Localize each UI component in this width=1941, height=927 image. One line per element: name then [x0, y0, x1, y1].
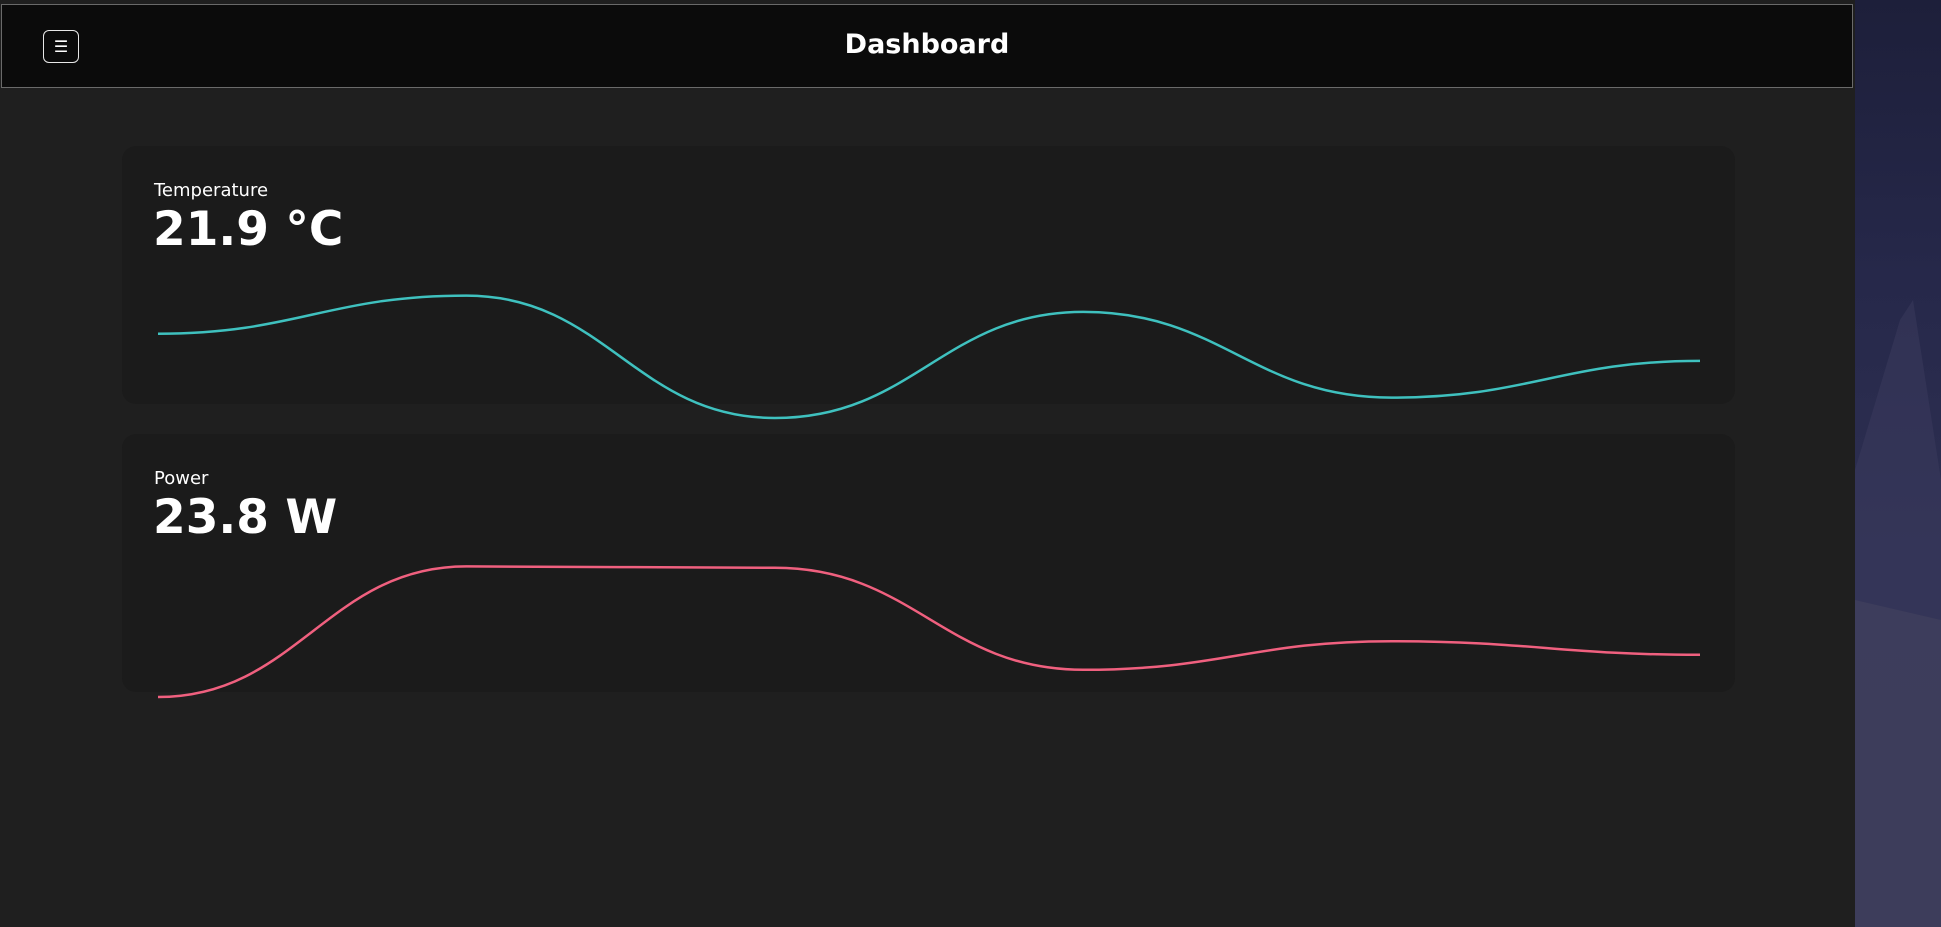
header-bar: ☰ Dashboard — [1, 4, 1853, 88]
power-label: Power — [154, 468, 209, 489]
desktop-background — [1855, 0, 1941, 927]
desktop-wallpaper-shape — [1855, 300, 1941, 927]
menu-button[interactable]: ☰ — [43, 30, 79, 63]
dashboard-app: ☰ Dashboard Temperature 21.9 °C Power 23… — [1, 4, 1853, 699]
temperature-label: Temperature — [154, 180, 269, 201]
temperature-value: 21.9 °C — [153, 202, 344, 257]
temperature-card: Temperature 21.9 °C — [122, 146, 1735, 404]
power-value: 23.8 W — [153, 490, 338, 545]
power-card: Power 23.8 W — [122, 434, 1735, 692]
page-title: Dashboard — [844, 29, 1010, 60]
hamburger-menu-icon: ☰ — [53, 36, 69, 56]
